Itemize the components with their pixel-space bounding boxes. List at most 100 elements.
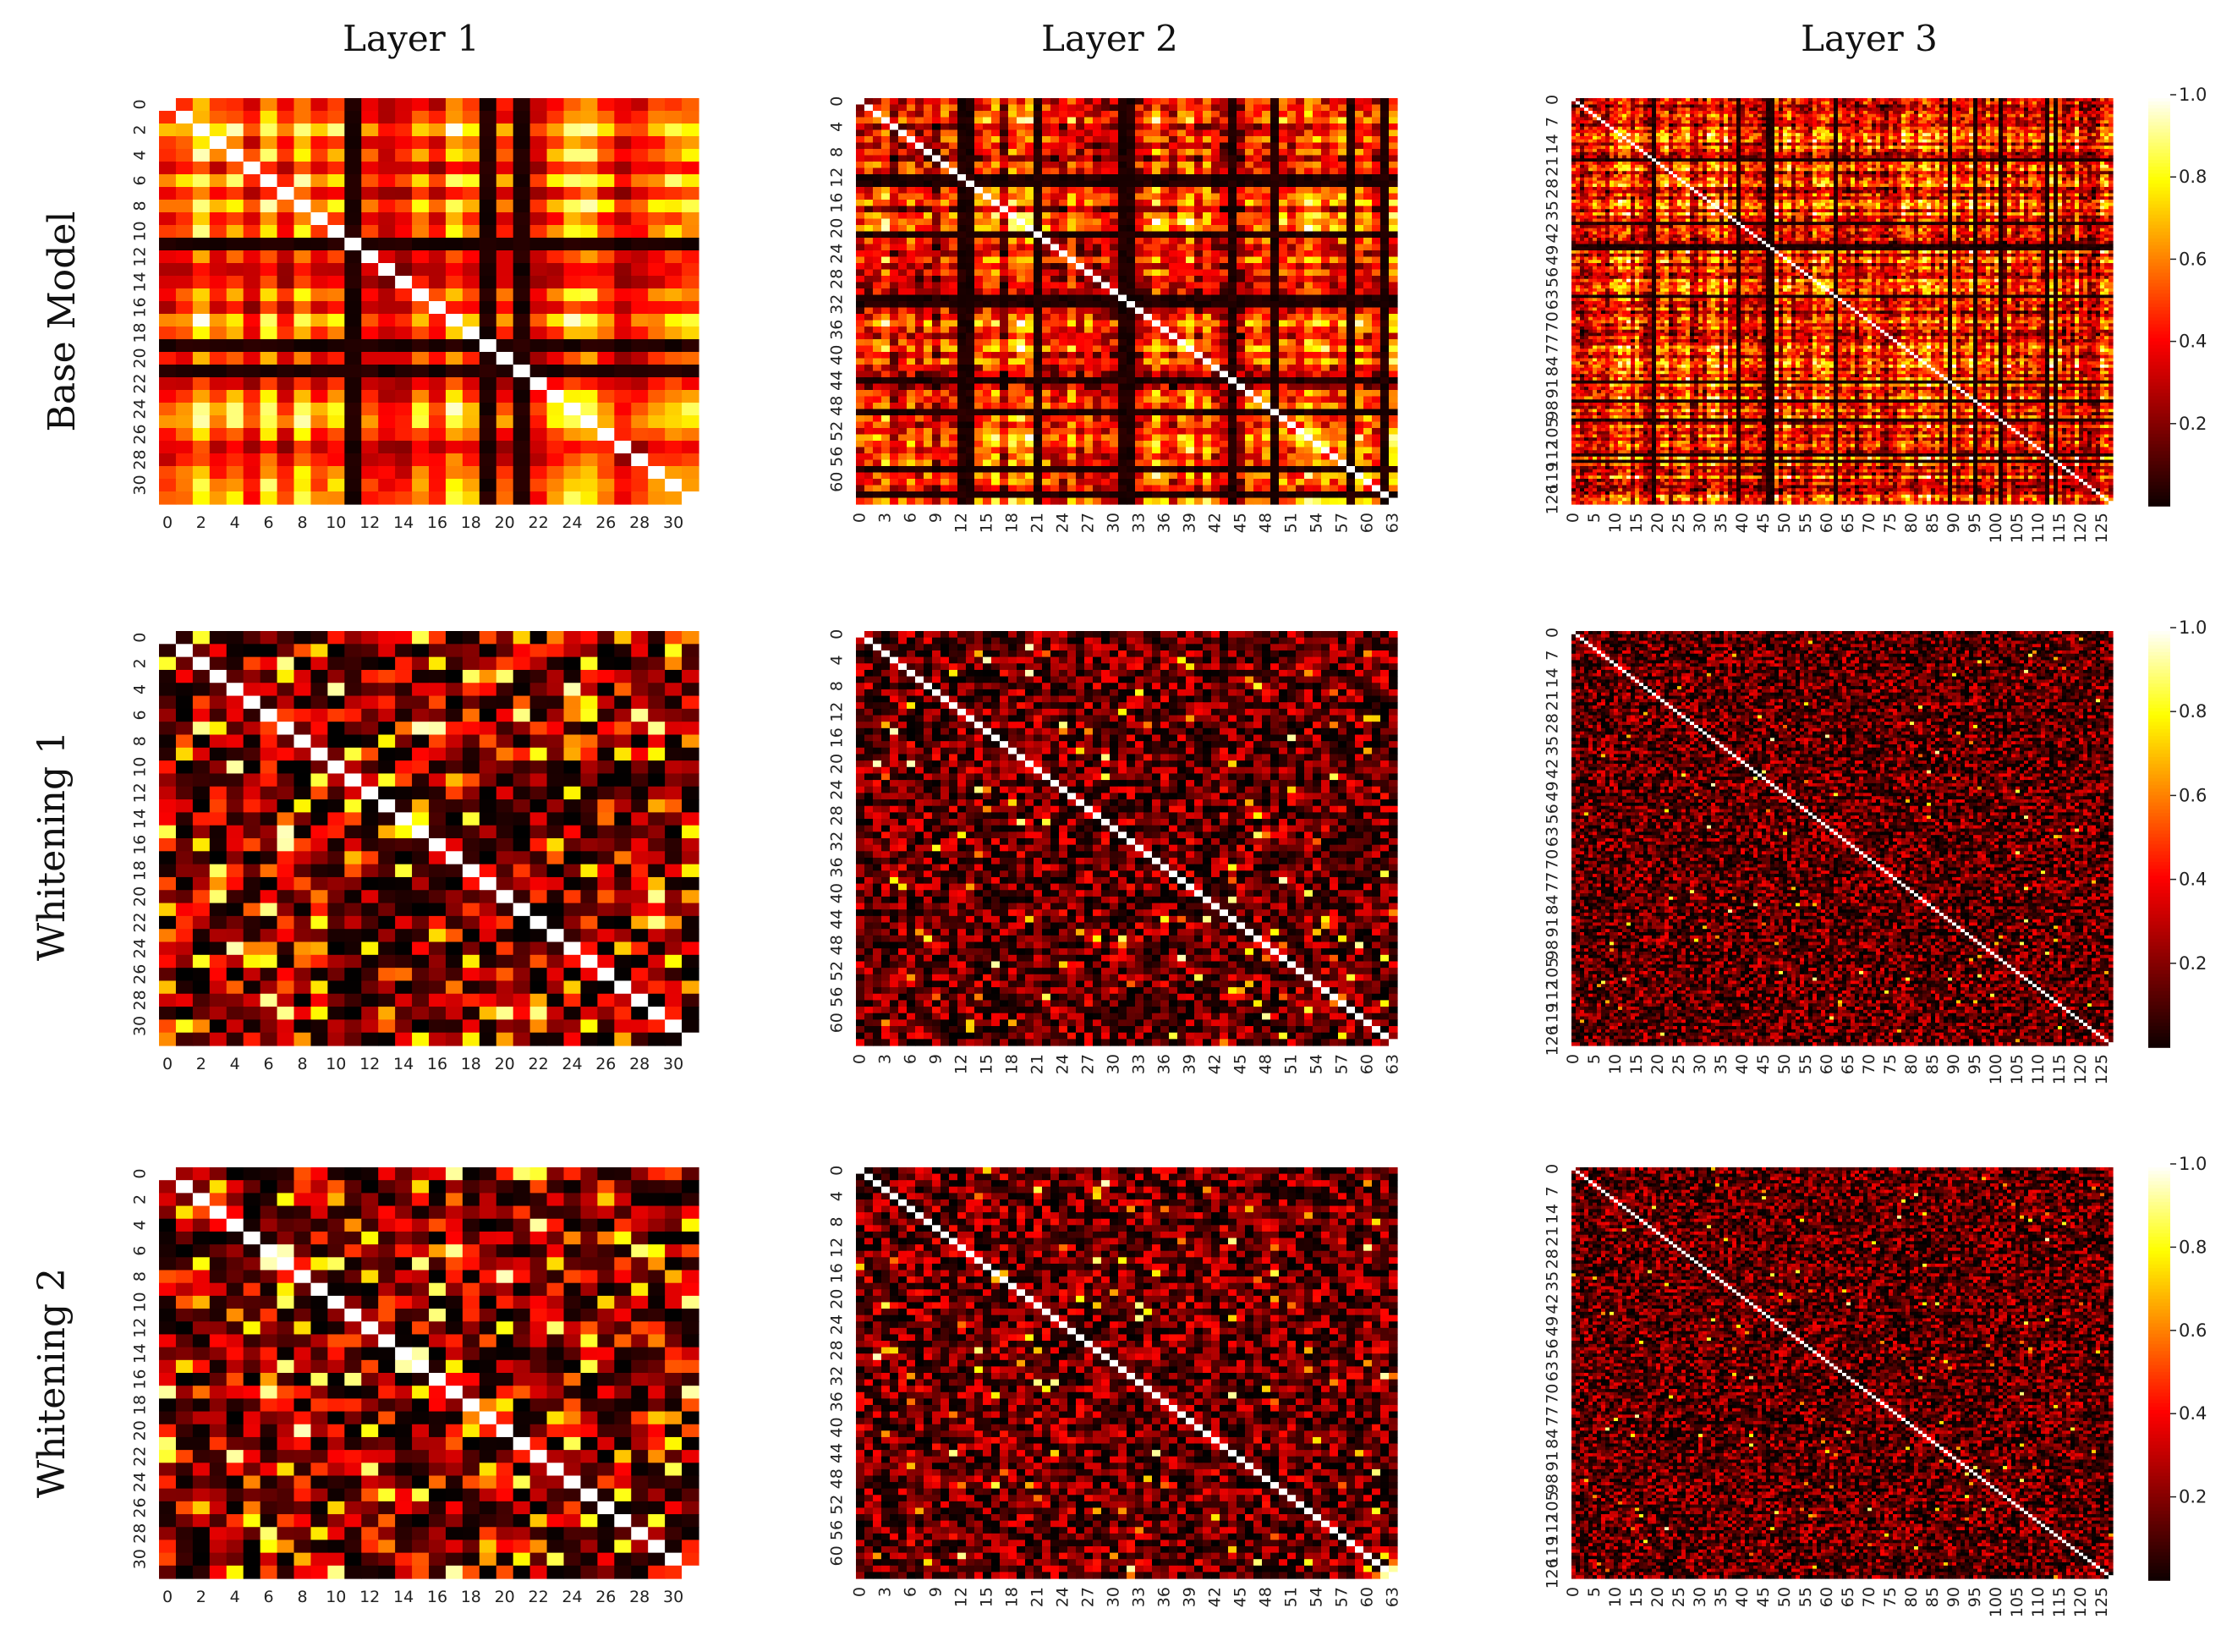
heatmap-cell [597, 288, 615, 302]
heatmap-cell [412, 225, 430, 239]
heatmap-cell [648, 162, 666, 175]
heatmap-cell [227, 288, 244, 302]
heatmap-cell [344, 263, 362, 277]
heatmap-cell [210, 200, 228, 213]
heatmap-cell [327, 288, 345, 302]
heatmap-cell [665, 250, 683, 264]
heatmap-cell [665, 136, 683, 150]
heatmap-cell [597, 225, 615, 239]
heatmap-cell [176, 314, 194, 327]
heatmap-cell [193, 111, 211, 124]
heatmap-cell [463, 212, 480, 226]
heatmap-cell [429, 149, 447, 162]
heatmap-cell [176, 212, 194, 226]
heatmap-cell [530, 200, 548, 213]
heatmap-cell [496, 200, 514, 213]
heatmap-cell [530, 263, 548, 277]
heatmap-cell [513, 123, 531, 137]
heatmap-cell [480, 288, 497, 302]
heatmap-cell [176, 187, 194, 200]
heatmap-cell [614, 162, 632, 175]
heatmap-cell [496, 288, 514, 302]
heatmap-cell [361, 225, 379, 239]
heatmap-cell [463, 123, 480, 137]
heatmap-cell [193, 250, 211, 264]
heatmap-cell [614, 250, 632, 264]
heatmap-cell [244, 225, 261, 239]
heatmap-cell [631, 123, 649, 137]
heatmap-cell [480, 250, 497, 264]
heatmap-cell [530, 250, 548, 264]
heatmap-cell [210, 225, 228, 239]
heatmap-cell [665, 162, 683, 175]
heatmap-cell [176, 238, 194, 251]
heatmap-cell [327, 187, 345, 200]
heatmap-cell [665, 187, 683, 200]
heatmap-cell [412, 212, 430, 226]
heatmap-cell [159, 225, 177, 239]
heatmap-cell [159, 187, 177, 200]
heatmap-cell [395, 174, 413, 188]
heatmap-cell [530, 225, 548, 239]
heatmap-cell [378, 162, 396, 175]
heatmap-cell [480, 301, 497, 315]
heatmap-cell [480, 111, 497, 124]
heatmap-cell [159, 263, 177, 277]
heatmap-cell [395, 200, 413, 213]
heatmap-cell [327, 263, 345, 277]
heatmap-cell [547, 238, 565, 251]
heatmap-cell [244, 238, 261, 251]
heatmap-cell [327, 212, 345, 226]
heatmap-cell [361, 263, 379, 277]
heatmap-cell [480, 212, 497, 226]
heatmap-cell [597, 276, 615, 289]
heatmap-cell [446, 276, 463, 289]
heatmap-cell [429, 98, 447, 112]
heatmap-cell [244, 98, 261, 112]
heatmap-cell [682, 212, 699, 226]
heatmap-cell [344, 98, 362, 112]
heatmap-cell [412, 238, 430, 251]
heatmap-cell [480, 136, 497, 150]
heatmap-cell [277, 136, 295, 150]
heatmap-cell [429, 288, 447, 302]
heatmap-cell [597, 111, 615, 124]
heatmap-cell [395, 263, 413, 277]
heatmap-cell [294, 149, 312, 162]
heatmap-cell [260, 174, 278, 188]
heatmap-cell [294, 212, 312, 226]
heatmap-cell [227, 212, 244, 226]
heatmap-cell [344, 212, 362, 226]
heatmap-cell [648, 200, 666, 213]
heatmap-cell [395, 111, 413, 124]
heatmap-cell [193, 314, 211, 327]
heatmap-cell [496, 263, 514, 277]
heatmap-cell [210, 149, 228, 162]
heatmap-cell [530, 149, 548, 162]
heatmap-cell [496, 123, 514, 137]
heatmap-cell [463, 111, 480, 124]
heatmap-cell [159, 136, 177, 150]
heatmap-cell [412, 136, 430, 150]
heatmap-cell [176, 276, 194, 289]
heatmap-cell [227, 200, 244, 213]
heatmap-cell [429, 136, 447, 150]
heatmap-cell [631, 276, 649, 289]
heatmap-cell [631, 301, 649, 315]
heatmap-cell [260, 250, 278, 264]
heatmap-cell [665, 276, 683, 289]
heatmap-cell [395, 225, 413, 239]
heatmap-cell [227, 162, 244, 175]
heatmap-cell [412, 288, 430, 302]
heatmap-cell [614, 288, 632, 302]
heatmap-cell [513, 238, 531, 251]
heatmap-cell [395, 162, 413, 175]
heatmap-cell [193, 288, 211, 302]
heatmap-cell [344, 123, 362, 137]
heatmap-cell [210, 212, 228, 226]
heatmap-cell [429, 123, 447, 137]
heatmap-cell [597, 174, 615, 188]
heatmap-cell [463, 250, 480, 264]
heatmap-cell [580, 276, 598, 289]
heatmap-cell [547, 98, 565, 112]
